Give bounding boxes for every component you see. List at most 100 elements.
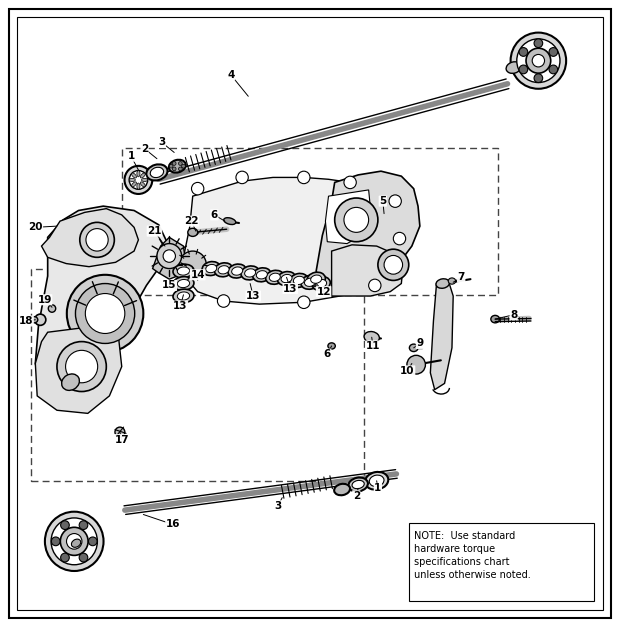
- Circle shape: [172, 162, 176, 166]
- Ellipse shape: [137, 183, 140, 189]
- Circle shape: [61, 553, 69, 562]
- Circle shape: [157, 243, 182, 268]
- Ellipse shape: [177, 292, 190, 300]
- Text: NOTE:  Use standard
hardware torque
specifications chart
unless otherwise noted.: NOTE: Use standard hardware torque speci…: [414, 530, 531, 581]
- Polygon shape: [42, 209, 138, 266]
- Text: 19: 19: [37, 295, 52, 305]
- Ellipse shape: [206, 265, 217, 273]
- Text: 10: 10: [401, 366, 415, 376]
- Ellipse shape: [265, 270, 284, 284]
- Ellipse shape: [365, 472, 388, 490]
- Polygon shape: [35, 206, 167, 394]
- Ellipse shape: [228, 264, 246, 278]
- Text: 11: 11: [366, 341, 380, 351]
- Ellipse shape: [448, 278, 456, 284]
- Ellipse shape: [253, 268, 271, 282]
- Ellipse shape: [224, 218, 236, 224]
- Circle shape: [298, 171, 310, 184]
- Circle shape: [389, 195, 401, 208]
- Ellipse shape: [293, 277, 304, 285]
- Circle shape: [378, 249, 409, 280]
- Text: 17: 17: [115, 435, 129, 445]
- Ellipse shape: [311, 275, 322, 283]
- Ellipse shape: [173, 277, 194, 290]
- Text: 4: 4: [228, 70, 235, 80]
- Ellipse shape: [491, 315, 500, 323]
- Ellipse shape: [137, 171, 140, 177]
- Ellipse shape: [370, 475, 384, 487]
- FancyBboxPatch shape: [409, 523, 594, 601]
- Polygon shape: [153, 238, 185, 279]
- Circle shape: [76, 283, 135, 344]
- Circle shape: [57, 342, 106, 391]
- Ellipse shape: [61, 374, 79, 391]
- Circle shape: [66, 350, 98, 383]
- Text: 12: 12: [316, 287, 331, 297]
- Ellipse shape: [146, 164, 167, 181]
- Ellipse shape: [269, 273, 280, 282]
- Ellipse shape: [241, 266, 259, 280]
- Ellipse shape: [140, 182, 145, 187]
- Circle shape: [86, 293, 125, 334]
- Ellipse shape: [125, 166, 153, 194]
- Circle shape: [335, 198, 378, 242]
- Circle shape: [407, 356, 425, 374]
- Circle shape: [179, 270, 192, 282]
- Circle shape: [172, 167, 176, 171]
- Ellipse shape: [526, 48, 551, 73]
- Text: 18: 18: [19, 316, 33, 326]
- Ellipse shape: [215, 263, 232, 277]
- Ellipse shape: [307, 272, 326, 286]
- Circle shape: [79, 553, 88, 562]
- Ellipse shape: [364, 332, 379, 343]
- Circle shape: [179, 251, 206, 278]
- Polygon shape: [35, 326, 122, 413]
- Polygon shape: [326, 190, 371, 243]
- Text: 3: 3: [158, 137, 166, 147]
- Ellipse shape: [352, 480, 364, 488]
- Text: 15: 15: [162, 280, 177, 290]
- Circle shape: [163, 250, 175, 262]
- Text: 2: 2: [141, 144, 148, 154]
- Circle shape: [534, 74, 542, 83]
- Circle shape: [218, 295, 230, 307]
- Ellipse shape: [140, 173, 145, 178]
- Ellipse shape: [131, 173, 136, 178]
- Ellipse shape: [115, 427, 125, 437]
- Text: 20: 20: [28, 223, 43, 233]
- Circle shape: [86, 229, 108, 251]
- Circle shape: [51, 537, 60, 545]
- Circle shape: [393, 233, 405, 245]
- Ellipse shape: [301, 275, 319, 289]
- Ellipse shape: [173, 289, 194, 303]
- Ellipse shape: [290, 273, 308, 287]
- Polygon shape: [430, 282, 453, 389]
- Polygon shape: [332, 245, 402, 296]
- Circle shape: [179, 167, 182, 171]
- Ellipse shape: [169, 160, 186, 172]
- Circle shape: [344, 208, 369, 233]
- Circle shape: [384, 255, 402, 274]
- Circle shape: [169, 164, 173, 168]
- Ellipse shape: [328, 343, 335, 349]
- Ellipse shape: [150, 167, 164, 177]
- Circle shape: [192, 182, 204, 195]
- Ellipse shape: [532, 55, 544, 67]
- Text: 2: 2: [353, 491, 360, 501]
- Ellipse shape: [66, 534, 82, 549]
- Ellipse shape: [256, 271, 267, 279]
- Circle shape: [549, 48, 557, 56]
- Ellipse shape: [277, 271, 296, 285]
- Ellipse shape: [436, 279, 449, 288]
- Ellipse shape: [312, 277, 330, 290]
- Ellipse shape: [316, 280, 327, 288]
- Text: 9: 9: [416, 339, 423, 349]
- Circle shape: [369, 279, 381, 292]
- Circle shape: [80, 223, 114, 257]
- Circle shape: [182, 164, 185, 168]
- Text: 1: 1: [374, 483, 381, 493]
- Circle shape: [89, 537, 97, 545]
- Ellipse shape: [129, 171, 148, 189]
- Text: 6: 6: [211, 210, 218, 220]
- Text: 16: 16: [166, 520, 180, 529]
